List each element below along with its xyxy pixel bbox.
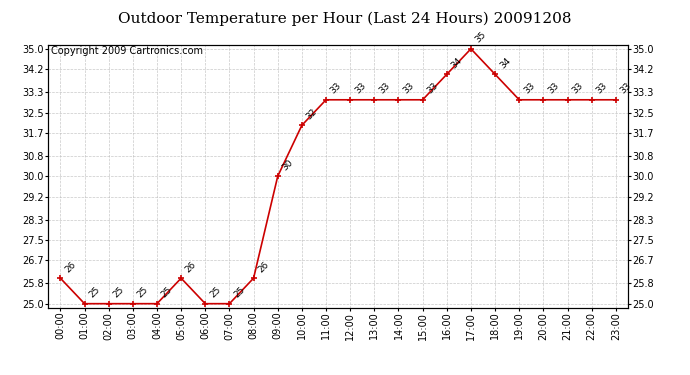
Text: 25: 25 xyxy=(136,285,150,300)
Text: 30: 30 xyxy=(281,158,295,172)
Text: 32: 32 xyxy=(305,107,319,121)
Text: 35: 35 xyxy=(474,30,489,45)
Text: 33: 33 xyxy=(522,81,537,96)
Text: 25: 25 xyxy=(208,285,222,300)
Text: 26: 26 xyxy=(257,260,270,274)
Text: Outdoor Temperature per Hour (Last 24 Hours) 20091208: Outdoor Temperature per Hour (Last 24 Ho… xyxy=(118,11,572,26)
Text: 26: 26 xyxy=(184,260,198,274)
Text: 33: 33 xyxy=(377,81,392,96)
Text: 25: 25 xyxy=(160,285,174,300)
Text: 25: 25 xyxy=(112,285,126,300)
Text: 26: 26 xyxy=(63,260,77,274)
Text: 33: 33 xyxy=(571,81,585,96)
Text: Copyright 2009 Cartronics.com: Copyright 2009 Cartronics.com xyxy=(51,46,203,56)
Text: 33: 33 xyxy=(329,81,344,96)
Text: 34: 34 xyxy=(450,56,464,70)
Text: 25: 25 xyxy=(233,285,246,300)
Text: 33: 33 xyxy=(402,81,416,96)
Text: 34: 34 xyxy=(498,56,512,70)
Text: 33: 33 xyxy=(595,81,609,96)
Text: 33: 33 xyxy=(619,81,633,96)
Text: 33: 33 xyxy=(546,81,561,96)
Text: 33: 33 xyxy=(353,81,368,96)
Text: 25: 25 xyxy=(88,285,101,300)
Text: 33: 33 xyxy=(426,81,440,96)
